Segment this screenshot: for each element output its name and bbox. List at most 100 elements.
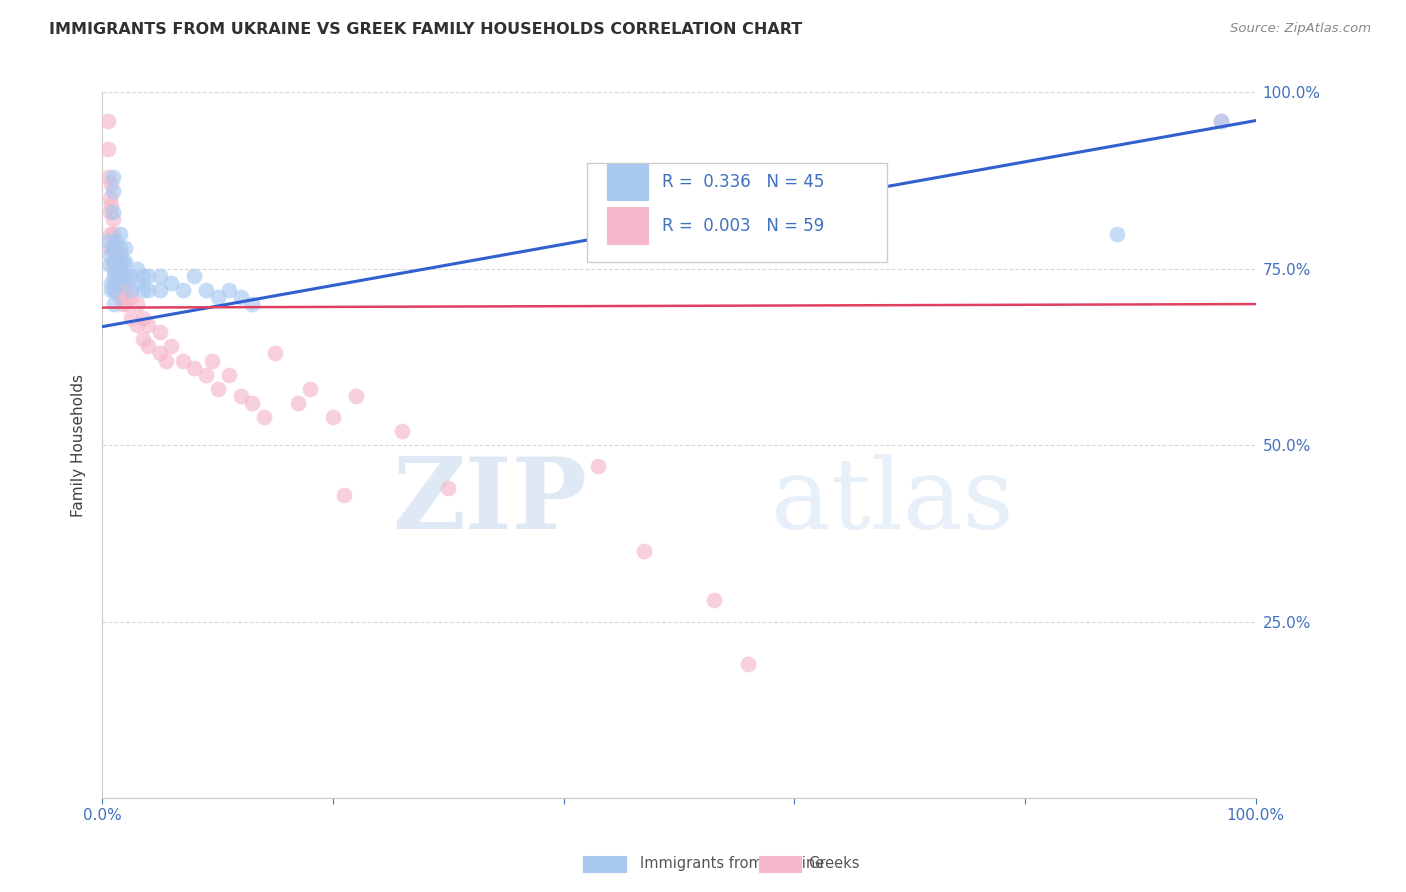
Point bbox=[149, 326, 172, 340]
Point bbox=[120, 283, 142, 297]
Point bbox=[114, 268, 136, 283]
Point bbox=[131, 283, 153, 297]
Point bbox=[103, 276, 125, 290]
Point bbox=[108, 276, 131, 290]
Point bbox=[105, 276, 128, 290]
Point bbox=[155, 353, 177, 368]
FancyBboxPatch shape bbox=[607, 207, 648, 244]
Point bbox=[101, 227, 124, 241]
Point bbox=[103, 268, 125, 283]
Point bbox=[105, 254, 128, 268]
Point bbox=[195, 283, 218, 297]
Point bbox=[101, 205, 124, 219]
Point bbox=[218, 283, 240, 297]
Point bbox=[131, 268, 153, 283]
Point bbox=[111, 283, 134, 297]
Text: Greeks: Greeks bbox=[808, 856, 860, 871]
Point bbox=[125, 318, 148, 333]
Point bbox=[240, 396, 263, 410]
Point bbox=[111, 268, 134, 283]
Point bbox=[108, 227, 131, 241]
Point bbox=[138, 318, 160, 333]
Point bbox=[229, 389, 252, 403]
Y-axis label: Family Households: Family Households bbox=[72, 374, 86, 516]
Point bbox=[98, 205, 121, 219]
Point bbox=[195, 368, 218, 382]
Point bbox=[149, 283, 172, 297]
Point bbox=[125, 297, 148, 311]
Point bbox=[218, 368, 240, 382]
Point bbox=[138, 339, 160, 353]
Point bbox=[298, 382, 321, 396]
Point bbox=[201, 353, 224, 368]
Point bbox=[105, 261, 128, 276]
Point bbox=[97, 234, 120, 248]
Point bbox=[105, 254, 128, 268]
Point bbox=[108, 254, 131, 268]
Point bbox=[160, 339, 183, 353]
Point bbox=[1107, 227, 1129, 241]
Point bbox=[287, 396, 309, 410]
Point bbox=[100, 283, 122, 297]
Point bbox=[437, 481, 460, 495]
Point bbox=[183, 360, 205, 375]
Point bbox=[114, 254, 136, 268]
Point bbox=[105, 234, 128, 248]
Point bbox=[322, 409, 344, 424]
Point bbox=[703, 593, 725, 607]
Point bbox=[391, 424, 413, 438]
Point bbox=[160, 276, 183, 290]
Point bbox=[207, 290, 229, 304]
Point bbox=[131, 332, 153, 346]
Point bbox=[111, 254, 134, 268]
Point bbox=[108, 261, 131, 276]
Point bbox=[120, 290, 142, 304]
Point bbox=[240, 297, 263, 311]
Point bbox=[98, 241, 121, 255]
Point bbox=[98, 248, 121, 262]
FancyBboxPatch shape bbox=[586, 163, 887, 261]
Point bbox=[101, 169, 124, 184]
Text: R =  0.003   N = 59: R = 0.003 N = 59 bbox=[662, 217, 824, 235]
Point bbox=[101, 212, 124, 227]
Point bbox=[101, 241, 124, 255]
Point bbox=[633, 544, 655, 558]
Point bbox=[114, 241, 136, 255]
Point bbox=[172, 283, 194, 297]
Point bbox=[100, 276, 122, 290]
Text: atlas: atlas bbox=[772, 454, 1014, 549]
Point bbox=[111, 268, 134, 283]
Point bbox=[333, 487, 356, 501]
Point bbox=[264, 346, 287, 360]
Point bbox=[105, 283, 128, 297]
FancyBboxPatch shape bbox=[607, 164, 648, 201]
Text: IMMIGRANTS FROM UKRAINE VS GREEK FAMILY HOUSEHOLDS CORRELATION CHART: IMMIGRANTS FROM UKRAINE VS GREEK FAMILY … bbox=[49, 22, 803, 37]
Point bbox=[103, 254, 125, 268]
Point bbox=[97, 142, 120, 156]
Point bbox=[103, 283, 125, 297]
Point bbox=[183, 268, 205, 283]
Point bbox=[97, 113, 120, 128]
Point bbox=[125, 276, 148, 290]
Point bbox=[131, 311, 153, 326]
Point bbox=[229, 290, 252, 304]
Point bbox=[114, 283, 136, 297]
Point bbox=[101, 254, 124, 268]
Point bbox=[103, 241, 125, 255]
Point bbox=[103, 261, 125, 276]
Point bbox=[1211, 113, 1233, 128]
Text: ZIP: ZIP bbox=[392, 453, 586, 550]
Point bbox=[98, 258, 121, 272]
Point bbox=[100, 177, 122, 191]
Point bbox=[138, 283, 160, 297]
Point bbox=[207, 382, 229, 396]
Point bbox=[172, 353, 194, 368]
Point bbox=[344, 389, 367, 403]
Point bbox=[105, 268, 128, 283]
Point bbox=[111, 297, 134, 311]
Point bbox=[1211, 113, 1233, 128]
Point bbox=[138, 268, 160, 283]
Point bbox=[108, 241, 131, 255]
Point bbox=[149, 346, 172, 360]
Point bbox=[100, 198, 122, 212]
